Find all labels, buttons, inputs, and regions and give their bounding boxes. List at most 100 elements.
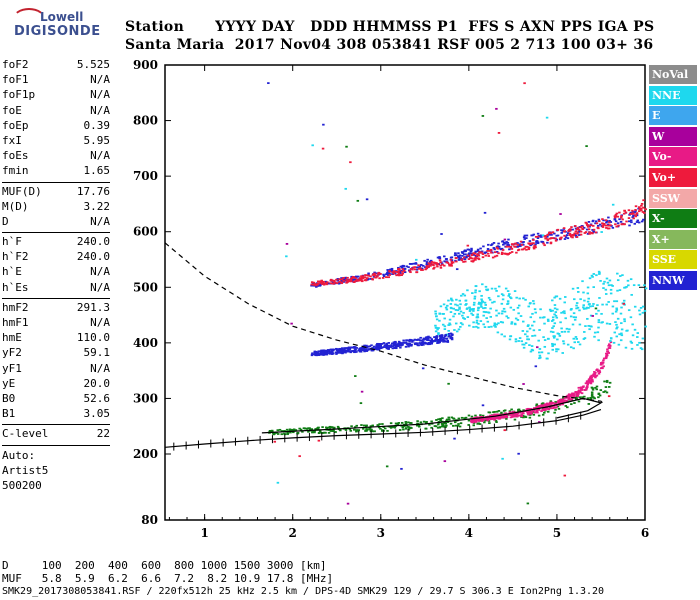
echo-point-nne — [582, 338, 586, 340]
scatter-point — [273, 440, 277, 443]
echo-point-vo — [590, 376, 594, 379]
echo-point-nne — [529, 302, 532, 304]
echo-point-vo — [574, 230, 578, 233]
scatter-point — [481, 404, 485, 407]
echo-point-nne — [454, 322, 458, 325]
echo-point-x — [292, 431, 295, 434]
echo-point-nnw — [398, 271, 402, 273]
echo-point-x — [313, 431, 316, 434]
echo-point-vo — [588, 231, 591, 234]
echo-point-nne — [441, 323, 445, 326]
echo-point-nnw — [634, 210, 637, 212]
echo-point-nne — [555, 316, 559, 319]
echo-point-nne — [597, 339, 600, 342]
echo-point-nnw — [614, 220, 618, 223]
echo-point-nnw — [607, 216, 610, 219]
echo-point-nne — [541, 316, 545, 319]
echo-point-x — [294, 429, 298, 432]
echo-point-nne — [543, 322, 546, 325]
echo-point-nne — [463, 317, 466, 320]
echo-point-nnw — [450, 336, 454, 339]
echo-point-vo — [501, 416, 505, 419]
echo-point-x — [605, 381, 609, 383]
param-value: 17.76 — [76, 184, 110, 198]
echo-point-nne — [602, 287, 605, 289]
echo-point-nne — [495, 323, 499, 326]
echo-point-x — [452, 417, 455, 420]
echo-point-vo — [576, 231, 579, 234]
echo-point-nne — [506, 300, 510, 303]
echo-point-vo — [607, 224, 610, 227]
scatter-point — [421, 367, 425, 370]
echo-point-vo — [455, 260, 458, 263]
echo-point-x — [339, 429, 342, 432]
echo-point-vo — [329, 279, 333, 282]
echo-point-nnw — [385, 343, 389, 346]
echo-point-vo — [432, 267, 435, 270]
echo-point-nnw — [324, 280, 328, 283]
echo-point-nne — [561, 352, 564, 354]
echo-point-x — [454, 421, 457, 424]
echo-point-vo — [605, 354, 608, 357]
echo-point-x — [404, 422, 408, 425]
echo-point-nnw — [392, 341, 396, 344]
echo-point-nne — [569, 308, 573, 311]
echo-point-vo — [490, 251, 493, 254]
echo-point-vo — [409, 267, 413, 270]
echo-point-vo — [314, 284, 318, 287]
param-value: N/A — [90, 103, 110, 117]
echo-point-nne — [493, 300, 496, 303]
echo-point-vo — [507, 252, 510, 255]
echo-point-nne — [447, 329, 450, 332]
echo-point-nnw — [420, 264, 423, 266]
echo-point-nnw — [523, 234, 527, 237]
scatter-point — [607, 395, 611, 398]
echo-point-nnw — [582, 226, 586, 229]
echo-point-x — [273, 432, 276, 435]
echo-point-nne — [571, 323, 575, 326]
echo-point-vo — [353, 280, 356, 283]
echo-point-vo — [481, 253, 485, 255]
echo-point-nnw — [450, 333, 454, 336]
echo-point-nne — [469, 308, 472, 311]
echo-point-vo — [495, 254, 499, 257]
echo-point-vo — [487, 417, 491, 420]
echo-point-x — [344, 429, 348, 431]
echo-point-x — [357, 429, 360, 432]
echo-point-nne — [636, 336, 639, 338]
echo-point-nnw — [436, 340, 440, 343]
echo-point-x — [381, 423, 384, 425]
echo-point-x — [268, 430, 272, 432]
param-value: N/A — [90, 316, 110, 329]
echo-point-nnw — [407, 266, 410, 269]
echo-point-vo — [554, 239, 558, 242]
echo-point-nnw — [317, 350, 320, 353]
echo-point-nne — [500, 312, 504, 315]
echo-point-vo — [585, 388, 588, 391]
echo-point-x — [557, 407, 561, 410]
echo-point-nne — [593, 331, 597, 334]
echo-point-nne — [581, 280, 584, 283]
echo-point-vo — [567, 396, 571, 399]
echo-point-nnw — [410, 263, 413, 265]
echo-point-nnw — [508, 248, 511, 251]
echo-point-vo — [565, 399, 569, 402]
echo-point-nne — [637, 284, 641, 287]
echo-point-vo — [596, 369, 600, 372]
echo-point-nnw — [408, 263, 412, 265]
echo-point-nne — [479, 320, 483, 322]
legend-item-vo: Vo- — [649, 147, 697, 167]
echo-point-nnw — [628, 213, 631, 216]
echo-point-nnw — [445, 260, 449, 263]
echo-point-vo — [556, 229, 559, 231]
echo-point-nnw — [363, 348, 367, 351]
echo-point-nne — [487, 296, 491, 299]
echo-point-nnw — [310, 284, 313, 287]
echo-point-nnw — [564, 236, 568, 238]
echo-point-nne — [545, 357, 549, 360]
y-tick-label: 200 — [133, 447, 158, 461]
echo-point-nnw — [499, 248, 503, 251]
echo-point-x — [373, 430, 376, 433]
param-name: foF1p — [2, 88, 36, 102]
echo-point-x — [595, 385, 599, 388]
